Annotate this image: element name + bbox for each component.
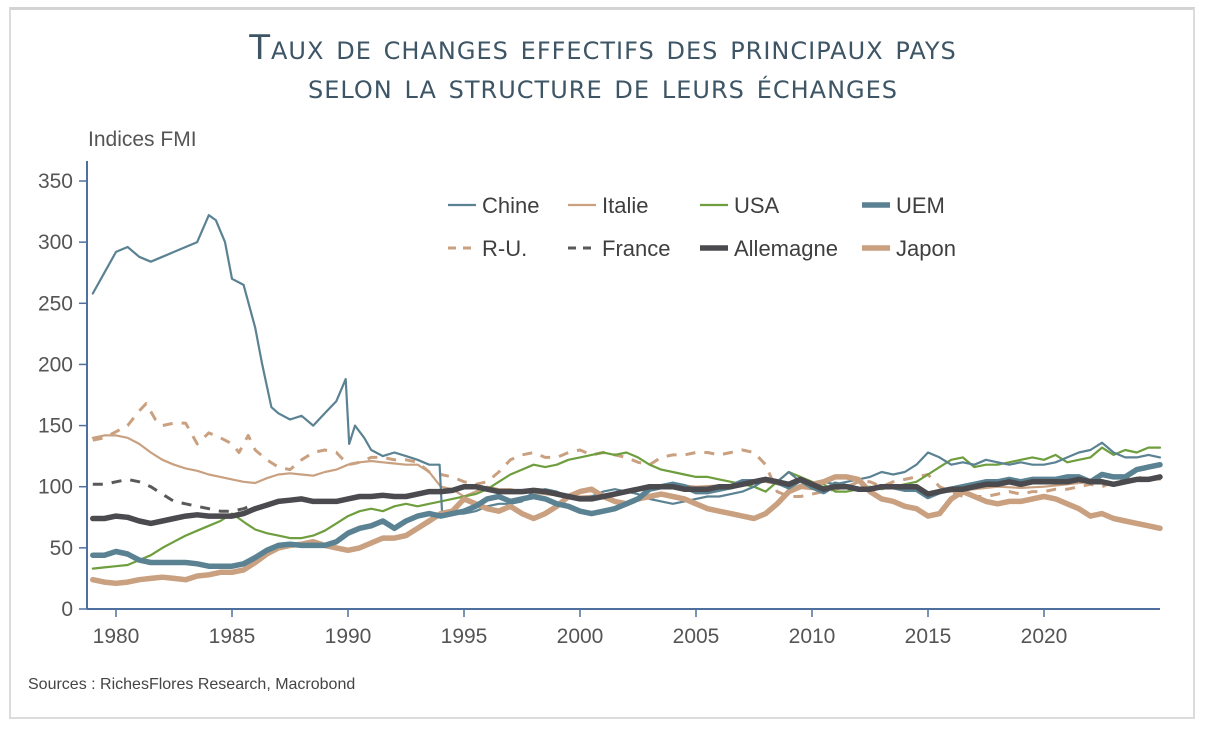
legend-item-allemagne: Allemagne (700, 236, 838, 261)
y-tick-label: 200 (38, 353, 73, 376)
legend-item-r-u: R-U. (448, 236, 527, 261)
axes-layer: 0 50 100 150 200 250 300 350 1980 1985 1990 1995 200… (38, 161, 1160, 648)
x-tick-label: 1990 (325, 625, 372, 648)
legend-item-italie: Italie (568, 193, 648, 218)
chart-title-line-1: Taux de changes effectifs des principaux… (249, 28, 957, 68)
legend-label: Chine (482, 193, 539, 218)
legend-item-chine: Chine (448, 193, 539, 218)
series-line-allemagne (90, 474, 1163, 527)
legend: Chine Italie USA UEM R-U. France Allemagne Japo… (448, 193, 956, 261)
legend-label: Italie (602, 193, 648, 218)
y-tick-label: 100 (38, 476, 73, 499)
legend-label: R-U. (482, 236, 527, 261)
chart-frame (9, 7, 1195, 719)
legend-item-japon: Japon (862, 236, 956, 261)
legend-label: France (602, 236, 670, 261)
legend-label: USA (734, 193, 780, 218)
series-line-italie (91, 434, 1162, 498)
x-tick-label: 1995 (441, 625, 488, 648)
series-layer (90, 214, 1163, 587)
x-tick-label: 2005 (673, 625, 720, 648)
series-line-uem (90, 461, 1163, 569)
x-tick-label: 2020 (1021, 625, 1068, 648)
y-tick-label: 350 (38, 170, 73, 193)
y-tick-label: 0 (61, 598, 73, 621)
y-axis-unit-label: Indices FMI (88, 128, 197, 151)
legend-item-usa: USA (700, 193, 780, 218)
y-tick-label: 300 (38, 231, 73, 254)
legend-label: Allemagne (734, 236, 838, 261)
x-tick-label: 1985 (209, 625, 256, 648)
chart-title-line-2: selon la structure de leurs échanges (307, 67, 899, 107)
legend-item-france: France (568, 236, 670, 261)
y-tick-label: 150 (38, 415, 73, 438)
x-tick-label: 2010 (789, 625, 836, 648)
source-note: Sources : RichesFlores Research, Macrobo… (28, 676, 356, 693)
series-line-france (92, 477, 256, 513)
y-tick-label: 50 (50, 537, 73, 560)
legend-label: UEM (896, 193, 945, 218)
series-line-usa (91, 446, 1162, 570)
x-tick-label: 2000 (557, 625, 604, 648)
legend-label: Japon (896, 236, 956, 261)
y-tick-label: 250 (38, 292, 73, 315)
x-tick-label: 2015 (905, 625, 952, 648)
legend-item-uem: UEM (862, 193, 945, 218)
x-tick-label: 1980 (93, 625, 140, 648)
